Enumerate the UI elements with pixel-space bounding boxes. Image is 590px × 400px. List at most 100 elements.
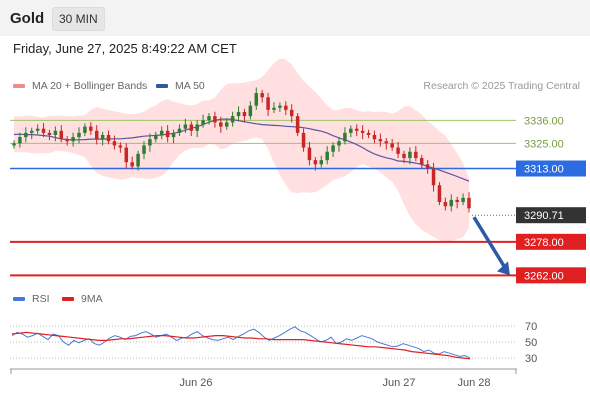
candle-body <box>408 151 412 159</box>
candle-body <box>402 153 406 159</box>
candle-body <box>77 132 81 138</box>
candle-body <box>18 137 22 144</box>
candle-body <box>118 145 123 148</box>
candle-body <box>461 197 465 203</box>
candle-body <box>343 132 347 142</box>
bollinger-band-fill <box>14 58 469 243</box>
candle-body <box>106 134 111 142</box>
candle-body <box>349 128 353 133</box>
pivot-label: 3313.00 <box>524 164 564 176</box>
candle-body <box>89 126 93 131</box>
candle-body <box>83 126 87 133</box>
candle-body <box>360 130 365 133</box>
rsi-ma-legend-label: 9MA <box>81 293 103 305</box>
candle-body <box>65 139 69 142</box>
candle-body <box>142 145 146 154</box>
candle-body <box>414 151 418 159</box>
candle-body <box>71 137 75 142</box>
candle-body <box>94 130 99 140</box>
candle-body <box>366 132 371 135</box>
candle-body <box>207 116 211 121</box>
candle-body <box>295 116 300 133</box>
rsi-legend-label: RSI <box>32 293 50 305</box>
candle-body <box>431 168 436 186</box>
candle-body <box>437 185 442 203</box>
pivot-tag <box>516 160 586 177</box>
candle-body <box>242 111 247 117</box>
candle-body <box>29 130 34 133</box>
candle-body <box>284 105 288 110</box>
candle-body <box>159 130 164 135</box>
candle-body <box>130 162 134 167</box>
candle-body <box>384 141 389 144</box>
candle-body <box>254 93 259 106</box>
candle-body <box>301 132 306 148</box>
support-label: 3278.00 <box>524 237 564 249</box>
ma50-line <box>13 118 470 182</box>
candle-body <box>289 109 294 117</box>
candle-body <box>378 139 383 142</box>
rsi-ma-line <box>11 331 471 360</box>
candle-body <box>455 199 459 203</box>
candle-body <box>419 158 424 165</box>
candle-body <box>425 164 430 169</box>
candle-body <box>260 93 264 98</box>
timestamp: Friday, June 27, 2025 8:49:22 AM CET <box>13 41 237 56</box>
bands-legend-swatch <box>13 84 25 88</box>
candle-body <box>53 130 58 135</box>
rsi-tick-label: 70 <box>525 321 537 333</box>
candle-body <box>100 134 105 140</box>
candle-body <box>390 143 394 148</box>
candle-body <box>272 107 276 110</box>
candle-body <box>183 124 188 129</box>
candle-body <box>278 105 282 108</box>
candle-body <box>236 111 241 117</box>
support-tag <box>516 267 586 284</box>
current-price-label: 3290.71 <box>524 210 564 222</box>
candle-body <box>467 197 471 209</box>
candle-body <box>165 130 170 138</box>
candle-body <box>449 199 454 207</box>
candle-body <box>443 202 448 207</box>
timeframe-button[interactable]: 30 MIN <box>52 7 105 31</box>
forecast-arrow-head <box>497 261 510 276</box>
resistance-label: 3325.00 <box>524 138 564 150</box>
candle-body <box>12 143 16 146</box>
candle-body <box>213 116 217 123</box>
candle-body <box>354 128 359 131</box>
symbol-title: Gold <box>10 10 45 27</box>
x-tick-label: Jun 27 <box>382 377 415 389</box>
candle-body <box>337 141 341 146</box>
research-credit: Research © 2025 Trading Central <box>423 80 580 92</box>
candle-body <box>177 128 182 133</box>
ma50-legend-label: MA 50 <box>175 80 205 92</box>
support-tag <box>516 233 586 250</box>
candle-body <box>319 160 324 165</box>
rsi-tick-label: 50 <box>525 337 537 349</box>
candle-body <box>230 116 235 123</box>
support-label: 3262.00 <box>524 270 564 282</box>
candle-body <box>195 124 199 131</box>
x-tick-label: Jun 26 <box>179 377 212 389</box>
candle-body <box>59 130 64 140</box>
candle-body <box>171 132 176 138</box>
current-price-tag <box>516 207 586 224</box>
candle-body <box>201 120 205 125</box>
bands-legend-label: MA 20 + Bollinger Bands <box>32 80 148 92</box>
candle-body <box>24 132 28 138</box>
candle-body <box>219 122 223 127</box>
candle-body <box>47 132 52 135</box>
x-tick-label: Jun 28 <box>457 377 490 389</box>
candle-body <box>372 134 377 140</box>
candle-body <box>35 128 40 131</box>
ma50-legend-swatch <box>156 84 168 88</box>
candle-body <box>189 124 194 131</box>
candle-body <box>136 153 140 167</box>
resistance-label: 3336.00 <box>524 115 564 127</box>
candle-body <box>41 128 46 133</box>
candle-body <box>154 134 158 140</box>
candle-body <box>124 147 129 163</box>
candle-body <box>248 105 253 117</box>
